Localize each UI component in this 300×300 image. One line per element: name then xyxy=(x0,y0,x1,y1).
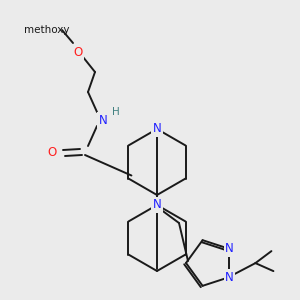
Text: methoxy: methoxy xyxy=(24,25,70,35)
Text: N: N xyxy=(99,113,107,127)
Text: N: N xyxy=(225,271,234,284)
Text: N: N xyxy=(153,122,161,136)
Text: O: O xyxy=(74,46,82,59)
Text: N: N xyxy=(153,199,161,212)
Text: O: O xyxy=(47,146,57,158)
Text: H: H xyxy=(112,107,120,117)
Text: N: N xyxy=(225,242,234,255)
